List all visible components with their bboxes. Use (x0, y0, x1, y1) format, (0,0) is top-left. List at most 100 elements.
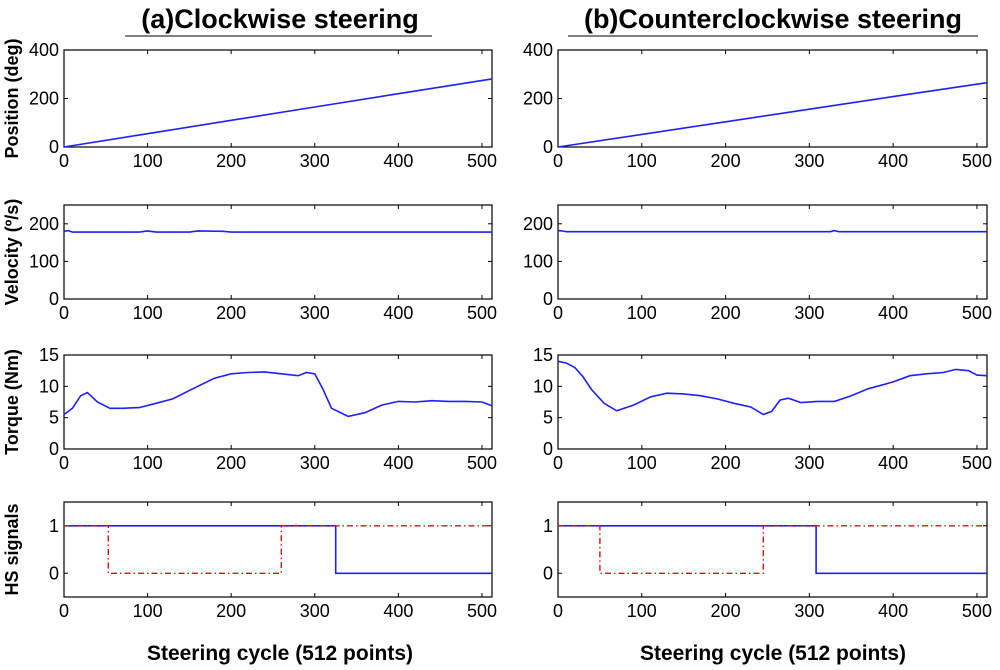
ccw-position-xtick-label: 400 (878, 151, 908, 171)
cw-velocity-xtick-label: 200 (216, 303, 246, 323)
cw-position-ylabel: Position (deg) (2, 39, 22, 159)
ccw-velocity-xtick-label: 200 (711, 303, 741, 323)
ccw-hs-axes-frame (557, 501, 988, 598)
ccw-position-axes-frame (557, 49, 988, 148)
cw-position-xtick-label: 0 (59, 151, 69, 171)
cw-torque-torque-line (63, 371, 493, 418)
ccw-velocity-ytick-label: 200 (523, 214, 553, 234)
ccw-torque-xtick-label: 300 (794, 453, 824, 473)
ccw-velocity-xtick-label: 500 (962, 303, 992, 323)
cw-velocity-ytick-label: 200 (29, 214, 59, 234)
cw-torque-ytick-label: 5 (49, 408, 59, 428)
cw-velocity-xtick-label: 300 (300, 303, 330, 323)
ccw-torque-xtick-label: 0 (553, 453, 563, 473)
cw-hs-xtick-label: 400 (383, 601, 413, 621)
cw-velocity-xtick-label: 0 (59, 303, 69, 323)
ccw-position-xtick-label: 100 (627, 151, 657, 171)
ccw-torque-xtick-label: 100 (627, 453, 657, 473)
ccw-velocity-xtick-label: 400 (878, 303, 908, 323)
ccw-torque-xtick-label: 200 (711, 453, 741, 473)
ccw-position-ytick-label: 0 (543, 137, 553, 157)
title-clockwise: (a)Clockwise steering (141, 4, 419, 34)
cw-velocity-axes-frame (63, 204, 493, 300)
xlabel-counterclockwise: Steering cycle (512 points) (640, 642, 906, 665)
title-counterclockwise: (b)Counterclockwise steering (584, 4, 962, 34)
cw-hs-xtick-label: 0 (59, 601, 69, 621)
ccw-velocity-ytick-label: 0 (543, 289, 553, 309)
cw-hs-xtick-label: 300 (300, 601, 330, 621)
cw-position-xtick-label: 300 (300, 151, 330, 171)
cw-torque-xtick-label: 300 (300, 453, 330, 473)
cw-hs-hs-signal-1-line (64, 524, 492, 575)
ccw-hs-hs-signal-1-line (558, 524, 987, 575)
ccw-hs-xtick-label: 200 (711, 601, 741, 621)
ccw-velocity-velocity-line (557, 229, 987, 233)
ccw-velocity-xtick-label: 0 (553, 303, 563, 323)
cw-hs-xtick-label: 500 (467, 601, 497, 621)
ccw-position-position-line (557, 81, 988, 148)
cw-velocity-xtick-label: 100 (133, 303, 163, 323)
cw-position-xtick-label: 200 (216, 151, 246, 171)
cw-velocity-ytick-label: 0 (49, 289, 59, 309)
cw-torque-axes-frame (63, 354, 493, 450)
cw-torque-ytick-label: 0 (49, 439, 59, 459)
cw-torque-xtick-label: 400 (383, 453, 413, 473)
cw-torque-ytick-label: 10 (39, 376, 59, 396)
cw-velocity-ytick-label: 100 (29, 251, 59, 271)
ccw-torque-ytick-label: 5 (543, 408, 553, 428)
ccw-hs-xtick-label: 400 (878, 601, 908, 621)
ccw-torque-axes-frame (557, 354, 988, 450)
ccw-torque-torque-line (557, 360, 988, 416)
cw-torque-xtick-label: 100 (133, 453, 163, 473)
ccw-position-ytick-label: 400 (523, 40, 553, 60)
ccw-position-ytick-label: 200 (523, 89, 553, 109)
ccw-hs-ytick-label: 1 (543, 516, 553, 536)
ccw-torque-ytick-label: 15 (533, 345, 553, 365)
ccw-torque-ytick-label: 10 (533, 376, 553, 396)
ccw-position-xtick-label: 500 (962, 151, 992, 171)
cw-velocity-xtick-label: 400 (383, 303, 413, 323)
ccw-hs-xtick-label: 500 (962, 601, 992, 621)
ccw-torque-xtick-label: 400 (878, 453, 908, 473)
cw-torque-ylabel: Torque (Nm) (2, 349, 22, 455)
xlabel-clockwise: Steering cycle (512 points) (147, 642, 413, 665)
ccw-position-xtick-label: 0 (553, 151, 563, 171)
cw-position-ytick-label: 200 (29, 89, 59, 109)
cw-hs-ytick-label: 1 (49, 516, 59, 536)
ccw-torque-xtick-label: 500 (962, 453, 992, 473)
cw-position-ytick-label: 0 (49, 137, 59, 157)
ccw-velocity-axes-frame (557, 204, 988, 300)
cw-hs-ytick-label: 0 (49, 563, 59, 583)
ccw-velocity-ytick-label: 100 (523, 251, 553, 271)
cw-hs-axes-frame (63, 501, 493, 598)
ccw-hs-hs-signal-2-line (558, 525, 987, 574)
ccw-position-xtick-label: 300 (794, 151, 824, 171)
cw-hs-hs-signal-2-line (64, 525, 492, 574)
cw-torque-xtick-label: 500 (467, 453, 497, 473)
cw-hs-ylabel: HS signals (2, 503, 22, 595)
ccw-torque-ytick-label: 0 (543, 439, 553, 459)
ccw-velocity-xtick-label: 100 (627, 303, 657, 323)
cw-velocity-velocity-line (63, 229, 492, 233)
cw-hs-xtick-label: 200 (216, 601, 246, 621)
cw-torque-xtick-label: 200 (216, 453, 246, 473)
ccw-hs-xtick-label: 300 (794, 601, 824, 621)
cw-torque-ytick-label: 15 (39, 345, 59, 365)
cw-velocity-ylabel: Velocity (º/s) (2, 199, 22, 306)
ccw-position-xtick-label: 200 (711, 151, 741, 171)
cw-position-ytick-label: 400 (29, 40, 59, 60)
cw-velocity-xtick-label: 500 (467, 303, 497, 323)
cw-position-xtick-label: 100 (133, 151, 163, 171)
cw-position-position-line (63, 78, 493, 148)
ccw-hs-xtick-label: 100 (627, 601, 657, 621)
cw-position-xtick-label: 500 (467, 151, 497, 171)
ccw-hs-ytick-label: 0 (543, 563, 553, 583)
cw-torque-xtick-label: 0 (59, 453, 69, 473)
cw-position-xtick-label: 400 (383, 151, 413, 171)
cw-hs-xtick-label: 100 (133, 601, 163, 621)
ccw-hs-xtick-label: 0 (553, 601, 563, 621)
ccw-velocity-xtick-label: 300 (794, 303, 824, 323)
cw-position-axes-frame (63, 49, 493, 148)
